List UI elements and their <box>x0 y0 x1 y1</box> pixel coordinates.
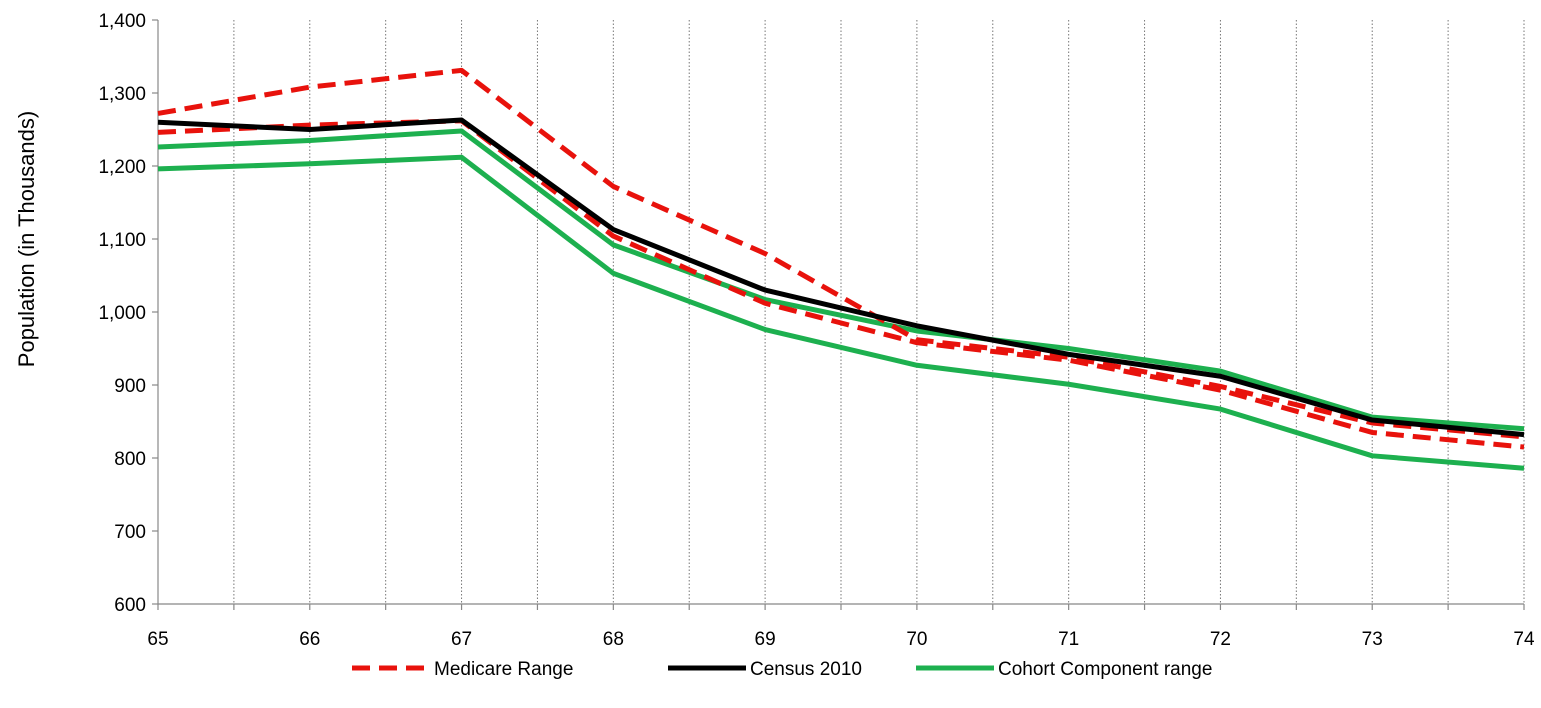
y-tick-label: 900 <box>114 376 146 397</box>
x-tick-label: 68 <box>603 629 624 650</box>
series-line-medicare-range <box>157 67 1525 440</box>
grid-lines <box>233 20 1525 604</box>
series-line-census-2010 <box>157 117 1525 438</box>
x-tick-label: 74 <box>1513 629 1535 650</box>
y-tick-label: 1,100 <box>98 230 146 251</box>
legend-label: Cohort Component range <box>998 659 1212 680</box>
x-tick-label: 67 <box>451 629 472 650</box>
y-tick-label: 1,300 <box>98 84 146 105</box>
y-tick-label: 700 <box>114 522 146 543</box>
y-axis-ticks: 600 700 800 900 1,000 1,100 1,200 1,300 1,400 <box>98 11 158 616</box>
x-axis-ticks: 65 66 67 68 69 70 71 72 73 74 <box>147 604 1535 650</box>
legend-label: Medicare Range <box>434 659 573 680</box>
x-tick-label: 69 <box>755 629 776 650</box>
legend-label: Census 2010 <box>750 659 862 680</box>
y-tick-label: 1,200 <box>98 157 146 178</box>
x-tick-label: 70 <box>906 629 927 650</box>
x-tick-label: 65 <box>147 629 168 650</box>
y-tick-label: 800 <box>114 449 146 470</box>
y-tick-label: 1,400 <box>98 11 146 32</box>
y-axis-title: Population (in Thousands) <box>14 111 39 367</box>
y-tick-label: 600 <box>114 595 146 616</box>
series-line-cohort-component-range <box>157 154 1525 471</box>
series-lines <box>157 67 1525 471</box>
legend: Medicare Range Census 2010 Cohort Componen… <box>352 659 1212 680</box>
x-tick-label: 72 <box>1210 629 1231 650</box>
series-line-cohort-component-range <box>157 128 1525 432</box>
x-tick-label: 73 <box>1362 629 1383 650</box>
y-tick-label: 1,000 <box>98 303 146 324</box>
x-tick-label: 66 <box>299 629 320 650</box>
x-tick-label: 71 <box>1058 629 1079 650</box>
